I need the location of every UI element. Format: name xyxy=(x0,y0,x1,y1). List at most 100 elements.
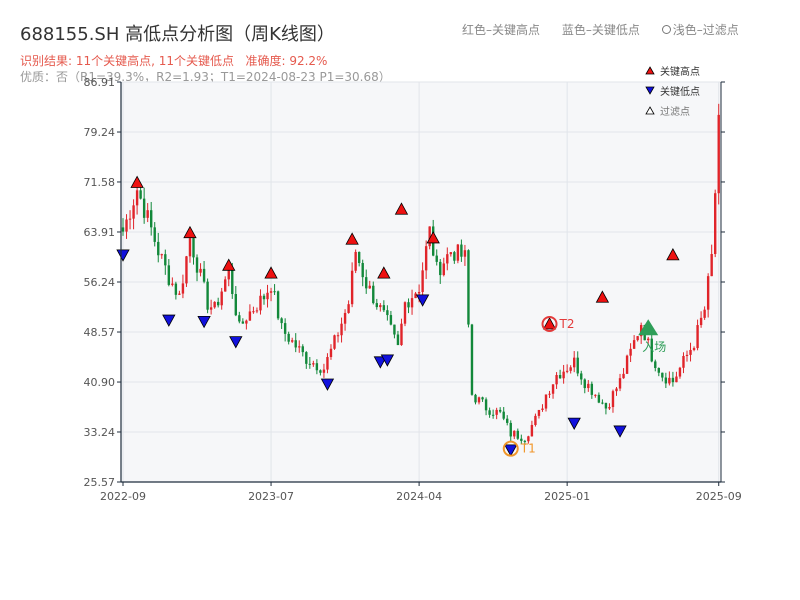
top-legend-blue: 蓝色–关键低点 xyxy=(561,23,640,37)
candle-down xyxy=(576,357,579,374)
candle-down xyxy=(167,265,171,285)
key-low-marker xyxy=(373,356,387,369)
key-high-marker xyxy=(377,266,391,279)
candle-up xyxy=(248,311,252,321)
candle-up xyxy=(636,336,639,341)
candle-down xyxy=(142,198,146,218)
key-high-marker xyxy=(183,225,197,239)
y-tick-label: 56.24 xyxy=(84,276,116,289)
candle-up xyxy=(495,409,498,415)
candle-down xyxy=(604,402,608,409)
candle-up xyxy=(322,369,326,373)
key-high-marker xyxy=(666,248,680,261)
key-low-marker xyxy=(613,425,627,438)
candle-up xyxy=(573,357,576,368)
candle-up xyxy=(530,424,534,437)
candle-up xyxy=(544,394,548,409)
candle-down xyxy=(150,210,153,228)
candle-up xyxy=(185,256,188,284)
candle-down xyxy=(580,373,583,380)
candle-down xyxy=(498,409,502,412)
candle-down xyxy=(520,438,523,441)
candle-up xyxy=(266,292,269,300)
candle-down xyxy=(195,257,199,273)
candle-up xyxy=(675,376,678,383)
top-legend: 红色–关键高点 蓝色–关键低点 浅色–过滤点 xyxy=(462,21,757,38)
candle-down xyxy=(502,411,505,419)
candle-down xyxy=(121,227,125,232)
top-legend-red: 红色–关键高点 xyxy=(462,23,541,37)
candle-up xyxy=(291,340,294,342)
x-tick-label: 2024-04 xyxy=(396,490,442,503)
candle-up xyxy=(171,283,174,285)
key-high-marker xyxy=(222,258,236,271)
candle-down xyxy=(661,372,664,378)
candle-up xyxy=(562,371,565,379)
candle-down xyxy=(407,302,410,308)
legend-high: 关键高点 xyxy=(660,65,700,78)
key-low-marker xyxy=(415,294,430,307)
top-legend-light: 浅色–过滤点 xyxy=(672,23,739,37)
legend-filtered: 过滤点 xyxy=(660,105,690,118)
entry-label: 入场 xyxy=(642,340,666,354)
candle-up xyxy=(699,317,703,326)
x-tick-label: 2022-09 xyxy=(100,490,146,503)
candle-down xyxy=(305,352,308,364)
candle-up xyxy=(689,349,692,355)
candle-down xyxy=(174,283,178,295)
t1-label: T1 xyxy=(520,442,536,456)
candle-down xyxy=(202,268,206,282)
candle-up xyxy=(188,238,192,257)
candle-up xyxy=(513,430,516,437)
y-tick-label: 33.24 xyxy=(84,426,116,439)
candle-up xyxy=(269,291,273,293)
legend-box: 关键高点 关键低点 过滤点 xyxy=(645,65,700,118)
candle-up xyxy=(368,285,371,289)
key-low-marker xyxy=(380,354,395,367)
y-tick-label: 40.90 xyxy=(84,376,116,389)
status-line: 优质：否（R1=39.3%，R2=1.93；T1=2024-08-23 P1=3… xyxy=(20,70,391,84)
candle-down xyxy=(273,291,276,293)
candle-up xyxy=(477,397,481,403)
candle-up xyxy=(347,304,350,313)
candle-up xyxy=(326,357,329,370)
candle-up xyxy=(298,346,301,348)
key-low-marker xyxy=(320,378,335,391)
candle-down xyxy=(375,303,378,308)
candle-up xyxy=(424,246,428,271)
candle-up xyxy=(199,268,202,273)
candle-down xyxy=(467,250,470,325)
candle-up xyxy=(252,311,255,313)
candle-up xyxy=(209,307,213,310)
candle-down xyxy=(157,241,160,256)
candle-down xyxy=(231,267,234,295)
candle-up xyxy=(449,252,453,255)
candle-down xyxy=(590,383,594,395)
candle-up xyxy=(354,251,357,271)
candle-down xyxy=(460,244,463,257)
candle-up xyxy=(668,377,671,384)
candle-up xyxy=(128,218,132,220)
accuracy-text: 准确度: 92.2% xyxy=(245,54,328,68)
key-high-marker xyxy=(426,231,440,244)
candle-up xyxy=(565,370,569,372)
candle-up xyxy=(611,391,615,408)
candle-down xyxy=(523,440,527,442)
key-high-marker xyxy=(345,232,359,245)
candle-up xyxy=(618,378,622,389)
candle-down xyxy=(276,291,280,319)
candle-down xyxy=(315,363,319,371)
candle-down xyxy=(516,430,519,439)
candle-up xyxy=(224,279,227,292)
candle-down xyxy=(601,402,604,404)
candle-up xyxy=(245,320,248,324)
candle-up xyxy=(146,210,149,218)
high-triangle-icon xyxy=(645,66,655,75)
candle-up xyxy=(682,355,685,368)
y-tick-label: 86.91 xyxy=(84,76,116,89)
filtered-triangle-icon xyxy=(645,106,655,115)
candle-down xyxy=(262,295,266,300)
t2-ring xyxy=(541,315,558,332)
candle-down xyxy=(287,333,290,342)
candle-up xyxy=(685,354,689,356)
